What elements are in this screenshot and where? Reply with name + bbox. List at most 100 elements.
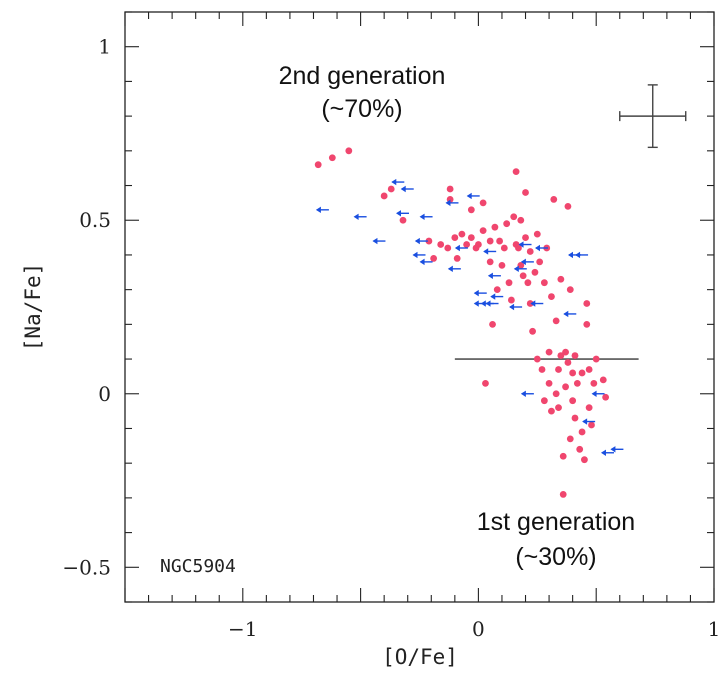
measurement-point [505, 279, 513, 287]
measurement-point [552, 317, 560, 325]
upper-limit-point [518, 241, 532, 248]
measurement-point [526, 248, 534, 255]
x-tick-label: −1 [228, 617, 257, 641]
upper-limit-point [591, 390, 605, 397]
measurement-point [533, 355, 541, 363]
upper-limit-arrowhead [563, 310, 569, 318]
measurement-points [314, 147, 610, 498]
upper-limit-arrowhead [600, 449, 606, 456]
measurement-point [566, 286, 574, 294]
measurement-point [566, 435, 574, 443]
measurement-point [548, 293, 555, 300]
upper-limit-arrowhead [480, 300, 486, 307]
measurement-point [531, 268, 539, 276]
y-tick-label: 0 [98, 382, 111, 406]
measurement-point [467, 206, 475, 214]
upper-limit-point [400, 185, 414, 193]
measurement-point [562, 383, 569, 391]
measurement-point [569, 369, 577, 377]
upper-limit-point [372, 237, 386, 245]
upper-limit-arrowhead [591, 390, 597, 397]
upper-limit-arrowhead [315, 206, 321, 214]
upper-limit-arrowhead [454, 244, 460, 252]
measurement-point [430, 255, 438, 262]
upper-limit-arrowhead [396, 210, 402, 217]
measurement-point [522, 189, 529, 196]
upper-limit-arrowhead [575, 251, 581, 259]
measurement-point [444, 244, 452, 252]
upper-limit-point [600, 449, 614, 456]
upper-limit-arrowhead [483, 248, 489, 255]
upper-limit-point [454, 244, 468, 252]
measurement-point [557, 352, 565, 359]
plot-frame [124, 11, 715, 603]
measurement-point [519, 272, 527, 280]
upper-limit-point [513, 265, 527, 273]
measurement-point [588, 421, 595, 429]
measurement-point [500, 244, 508, 252]
upper-limit-point [447, 265, 461, 273]
measurement-point [578, 428, 586, 436]
measurement-point [503, 220, 511, 228]
measurement-point [583, 320, 591, 328]
y-tick-label: −0.5 [62, 555, 111, 579]
measurement-point [585, 404, 593, 412]
measurement-point [569, 397, 577, 405]
error-bar-cross [619, 84, 687, 149]
upper-limit-point [520, 390, 534, 397]
measurement-point [380, 192, 388, 200]
measurement-point [345, 147, 353, 155]
measurement-point [498, 261, 506, 269]
measurement-point [602, 393, 610, 401]
upper-limit-point [530, 300, 544, 307]
measurement-point [545, 379, 553, 387]
measurement-point [533, 230, 541, 238]
measurement-point [524, 279, 532, 287]
measurement-point [578, 369, 586, 377]
measurement-point [512, 168, 520, 176]
upper-limit-arrowhead [487, 272, 493, 279]
measurement-point [526, 300, 534, 307]
first-generation-label: 1st generation [477, 508, 635, 536]
upper-limit-point [483, 248, 497, 255]
upper-limit-points [315, 178, 624, 456]
upper-limit-point [509, 303, 523, 311]
measurement-point [559, 491, 567, 498]
upper-limit-arrowhead [610, 446, 616, 453]
measurement-point [576, 445, 584, 453]
measurement-point [571, 414, 579, 422]
measurement-point [557, 275, 565, 283]
measurement-point [522, 234, 529, 241]
upper-limit-point [490, 293, 504, 300]
upper-limit-arrowhead [530, 300, 536, 307]
upper-limit-arrowhead [414, 237, 420, 245]
y-axis-title: [Na/Fe] [21, 263, 45, 352]
upper-limit-arrowhead [412, 251, 418, 259]
measurement-point [555, 366, 562, 373]
measurement-point [515, 244, 522, 252]
upper-limit-point [466, 192, 480, 200]
measurement-point [517, 261, 525, 269]
measurement-point [399, 216, 407, 224]
measurement-point [467, 234, 475, 241]
upper-limit-arrowhead [419, 258, 425, 266]
upper-limit-point [563, 310, 577, 318]
upper-limit-point [445, 199, 459, 207]
measurement-point [573, 379, 581, 387]
x-tick-label: 0 [472, 617, 485, 641]
measurement-point [581, 456, 588, 464]
upper-limit-point [391, 178, 405, 186]
upper-limit-arrowhead [535, 244, 541, 252]
measurement-point [529, 327, 536, 335]
upper-limit-arrowhead [473, 289, 479, 297]
upper-limit-arrowhead [466, 192, 472, 200]
upper-limit-arrowhead [353, 213, 359, 220]
measurement-point [538, 366, 546, 373]
upper-limit-point [419, 213, 433, 220]
measurement-point [486, 237, 494, 245]
measurement-point [536, 258, 544, 266]
measurement-point [486, 258, 494, 266]
measurement-point [571, 352, 579, 359]
x-axis-title: [O/Fe] [382, 645, 458, 669]
